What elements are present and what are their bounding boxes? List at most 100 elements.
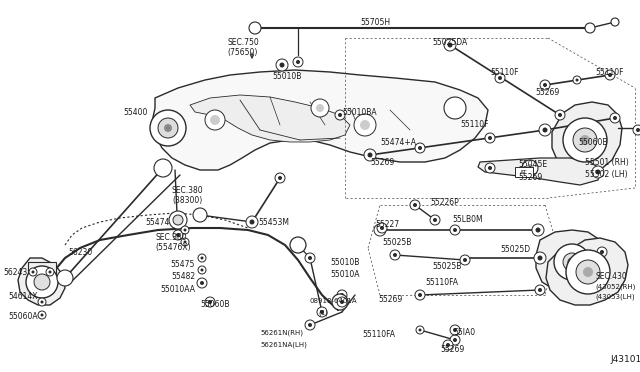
Circle shape bbox=[413, 203, 417, 207]
Circle shape bbox=[418, 146, 422, 150]
Circle shape bbox=[158, 118, 178, 138]
Circle shape bbox=[173, 230, 183, 240]
Text: 55269: 55269 bbox=[535, 88, 559, 97]
Circle shape bbox=[276, 59, 288, 71]
Circle shape bbox=[278, 176, 282, 180]
Text: SEC.380: SEC.380 bbox=[155, 233, 187, 242]
Text: 55110FA: 55110FA bbox=[425, 278, 458, 287]
Text: (43052(RH): (43052(RH) bbox=[595, 284, 636, 291]
Circle shape bbox=[31, 270, 35, 273]
Circle shape bbox=[600, 250, 604, 254]
Circle shape bbox=[447, 42, 452, 48]
Text: 55269: 55269 bbox=[370, 158, 394, 167]
Text: 56261N(RH): 56261N(RH) bbox=[260, 330, 303, 337]
Text: 55060B: 55060B bbox=[200, 300, 230, 309]
Circle shape bbox=[181, 238, 189, 246]
Text: 55010B: 55010B bbox=[330, 258, 360, 267]
Text: 55400: 55400 bbox=[124, 108, 148, 117]
Circle shape bbox=[573, 76, 581, 84]
Text: 55025DA: 55025DA bbox=[432, 38, 467, 47]
Text: N: N bbox=[337, 299, 342, 305]
Circle shape bbox=[453, 228, 457, 232]
Text: 55025B: 55025B bbox=[432, 262, 461, 271]
Circle shape bbox=[205, 297, 215, 307]
Circle shape bbox=[534, 252, 546, 264]
Circle shape bbox=[568, 258, 576, 266]
Circle shape bbox=[393, 253, 397, 257]
Text: 56261NA(LH): 56261NA(LH) bbox=[260, 342, 307, 349]
Text: 56230: 56230 bbox=[68, 248, 92, 257]
Text: 55060B: 55060B bbox=[578, 138, 607, 147]
Circle shape bbox=[34, 274, 50, 290]
Circle shape bbox=[453, 328, 457, 332]
Circle shape bbox=[488, 136, 492, 140]
Circle shape bbox=[46, 268, 54, 276]
Circle shape bbox=[450, 225, 460, 235]
FancyBboxPatch shape bbox=[28, 262, 56, 284]
Text: A: A bbox=[296, 242, 300, 248]
Text: 55501 (RH): 55501 (RH) bbox=[585, 158, 628, 167]
Circle shape bbox=[611, 18, 619, 26]
Circle shape bbox=[419, 328, 422, 331]
Text: 55010BA: 55010BA bbox=[342, 108, 376, 117]
Circle shape bbox=[543, 83, 547, 87]
Circle shape bbox=[570, 260, 573, 263]
Text: 55110F: 55110F bbox=[490, 68, 518, 77]
Circle shape bbox=[280, 62, 285, 67]
Circle shape bbox=[176, 233, 180, 237]
Circle shape bbox=[495, 73, 505, 83]
Circle shape bbox=[433, 218, 437, 222]
Text: 55482: 55482 bbox=[171, 272, 195, 281]
Circle shape bbox=[558, 113, 562, 117]
Text: 55269: 55269 bbox=[440, 345, 464, 354]
Circle shape bbox=[416, 326, 424, 334]
Text: J43101AE: J43101AE bbox=[610, 355, 640, 364]
Circle shape bbox=[410, 200, 420, 210]
Circle shape bbox=[390, 250, 400, 260]
Text: 55110FA: 55110FA bbox=[362, 330, 395, 339]
Text: 55045E: 55045E bbox=[518, 160, 547, 169]
Circle shape bbox=[308, 256, 312, 260]
Circle shape bbox=[444, 97, 466, 119]
Circle shape bbox=[335, 110, 345, 120]
Text: 55269: 55269 bbox=[518, 173, 542, 182]
Circle shape bbox=[364, 149, 376, 161]
Circle shape bbox=[181, 226, 189, 234]
Circle shape bbox=[575, 78, 579, 81]
Circle shape bbox=[539, 124, 551, 136]
Circle shape bbox=[193, 208, 207, 222]
Circle shape bbox=[563, 118, 607, 162]
Text: 55060A: 55060A bbox=[8, 312, 38, 321]
Circle shape bbox=[535, 285, 545, 295]
Circle shape bbox=[340, 300, 344, 304]
Text: 55453M: 55453M bbox=[258, 218, 289, 227]
Text: 55010B: 55010B bbox=[272, 72, 301, 81]
Circle shape bbox=[316, 104, 324, 112]
Text: 55025D: 55025D bbox=[500, 245, 530, 254]
Circle shape bbox=[150, 110, 186, 146]
Text: 08918-6401A: 08918-6401A bbox=[310, 298, 358, 304]
Circle shape bbox=[460, 255, 470, 265]
Text: 55110F: 55110F bbox=[460, 120, 488, 129]
Circle shape bbox=[430, 215, 440, 225]
Text: SEC.380: SEC.380 bbox=[172, 186, 204, 195]
Text: (1): (1) bbox=[318, 310, 328, 317]
Text: 55IA0: 55IA0 bbox=[453, 328, 475, 337]
Circle shape bbox=[563, 253, 581, 271]
Text: 55502 (LH): 55502 (LH) bbox=[585, 170, 628, 179]
Circle shape bbox=[485, 163, 495, 173]
Circle shape bbox=[374, 224, 386, 236]
Text: 54614X: 54614X bbox=[8, 292, 38, 301]
Circle shape bbox=[205, 110, 225, 130]
Circle shape bbox=[538, 288, 542, 292]
Circle shape bbox=[210, 115, 220, 125]
Circle shape bbox=[332, 294, 348, 310]
Circle shape bbox=[450, 325, 460, 335]
Circle shape bbox=[415, 143, 425, 153]
Circle shape bbox=[296, 60, 300, 64]
Circle shape bbox=[463, 258, 467, 262]
Circle shape bbox=[320, 310, 324, 314]
Text: (55476X): (55476X) bbox=[155, 243, 191, 252]
Circle shape bbox=[198, 266, 206, 274]
Text: 55475: 55475 bbox=[171, 260, 195, 269]
